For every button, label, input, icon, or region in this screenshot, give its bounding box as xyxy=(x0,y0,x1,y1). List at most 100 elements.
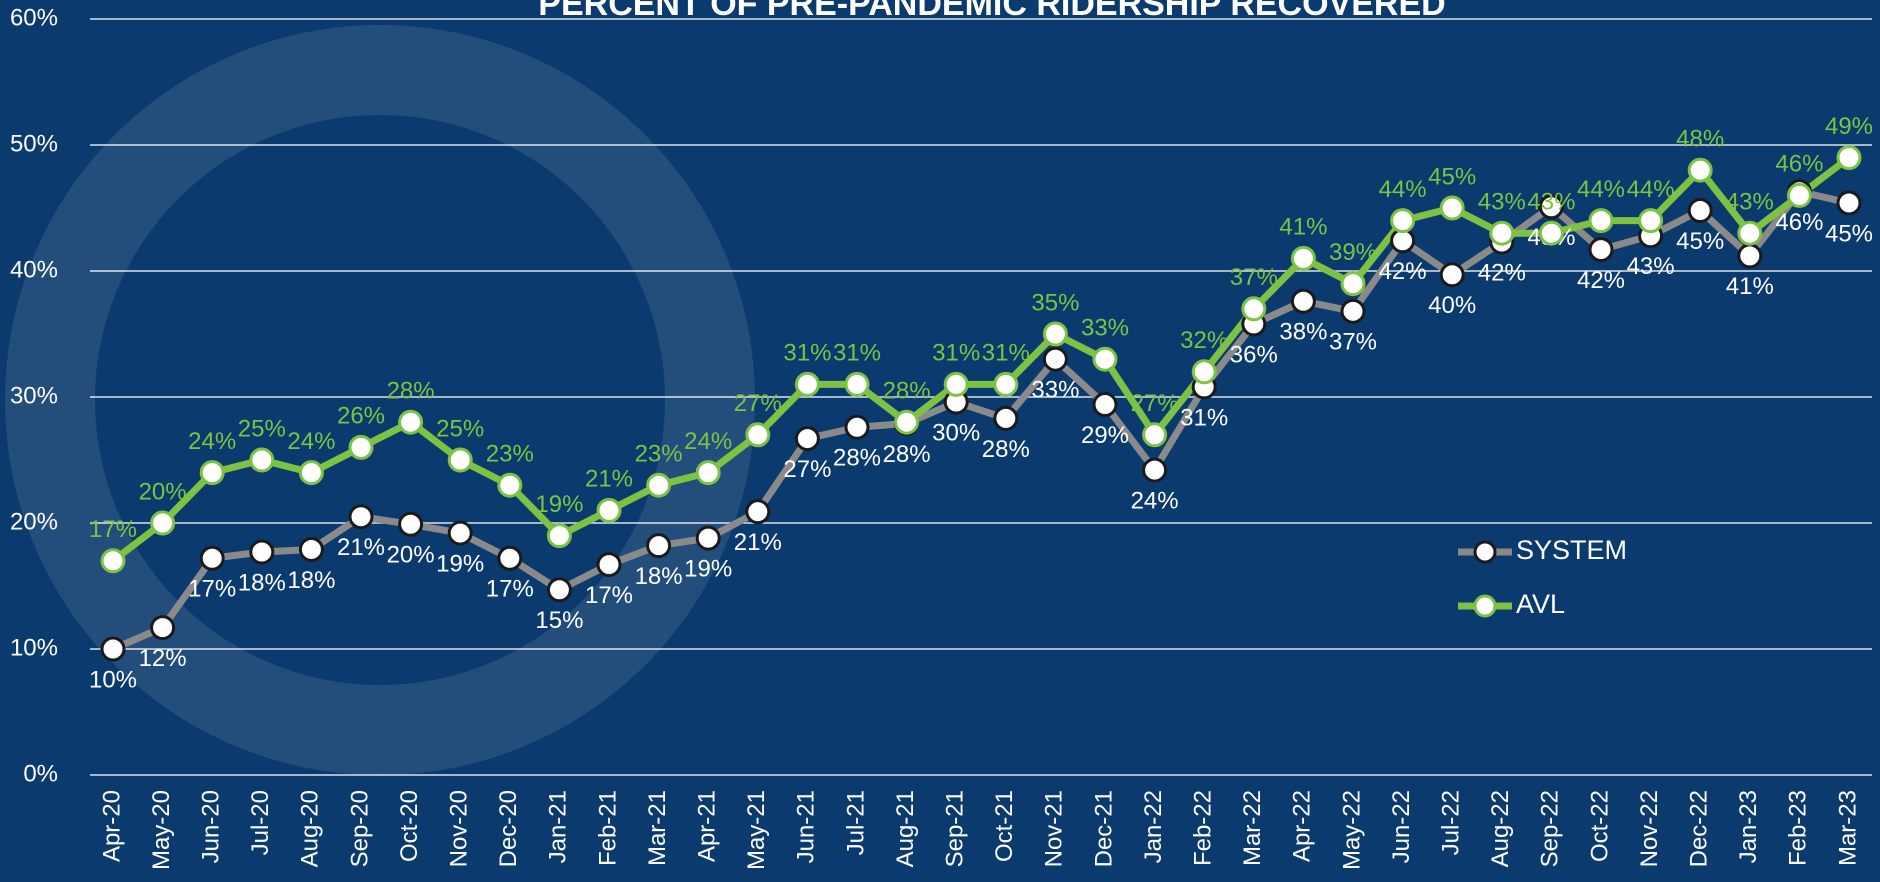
data-label: 32% xyxy=(1180,327,1228,354)
data-label: 19% xyxy=(684,555,732,582)
data-label: 31% xyxy=(833,340,881,367)
data-label: 10% xyxy=(89,666,137,693)
data-label: 24% xyxy=(684,428,732,455)
data-label: 45% xyxy=(1825,220,1873,247)
data-point xyxy=(1292,247,1314,269)
data-label: 28% xyxy=(883,378,931,405)
data-label: 30% xyxy=(932,419,980,446)
data-point xyxy=(796,428,818,450)
data-label: 29% xyxy=(1081,422,1129,449)
x-tick-label: Apr-20 xyxy=(98,790,125,862)
x-tick-label: Jul-22 xyxy=(1438,790,1465,855)
data-point xyxy=(1243,298,1265,320)
data-label: 33% xyxy=(1031,377,1079,404)
data-point xyxy=(1392,210,1414,232)
data-point xyxy=(846,416,868,438)
x-tick-label: Sep-20 xyxy=(346,790,373,867)
x-tick-label: Feb-21 xyxy=(594,790,621,866)
x-tick-label: Apr-22 xyxy=(1289,790,1316,862)
data-label: 17% xyxy=(486,576,534,603)
data-label: 49% xyxy=(1825,113,1873,140)
y-tick-label: 30% xyxy=(10,382,58,409)
x-tick-label: Jun-22 xyxy=(1388,790,1415,863)
data-point xyxy=(449,522,471,544)
data-point xyxy=(1540,222,1562,244)
data-point xyxy=(1590,210,1612,232)
data-label: 27% xyxy=(1131,390,1179,417)
data-point xyxy=(350,506,372,528)
x-tick-label: Jul-20 xyxy=(247,790,274,855)
data-label: 35% xyxy=(1031,289,1079,316)
x-tick-label: Jan-22 xyxy=(1140,790,1167,863)
data-label: 42% xyxy=(1577,267,1625,294)
data-point xyxy=(1739,222,1761,244)
legend-label: AVL xyxy=(1516,589,1565,619)
data-label: 44% xyxy=(1577,176,1625,203)
data-point xyxy=(697,462,719,484)
data-label: 36% xyxy=(1230,341,1278,368)
x-tick-label: Sep-22 xyxy=(1537,790,1564,867)
data-label: 17% xyxy=(188,576,236,603)
data-point xyxy=(1144,424,1166,446)
x-tick-label: Apr-21 xyxy=(694,790,721,862)
data-label: 21% xyxy=(734,529,782,556)
data-point xyxy=(251,449,273,471)
data-point xyxy=(1193,361,1215,383)
data-point xyxy=(1094,394,1116,416)
data-label: 18% xyxy=(287,567,335,594)
data-point xyxy=(548,579,570,601)
data-label: 43% xyxy=(1478,189,1526,216)
x-tick-label: Jul-21 xyxy=(842,790,869,855)
data-point xyxy=(648,535,670,557)
data-label: 42% xyxy=(1478,259,1526,286)
data-label: 37% xyxy=(1230,264,1278,291)
data-label: 27% xyxy=(734,390,782,417)
x-tick-label: Oct-20 xyxy=(396,790,423,862)
data-point xyxy=(499,547,521,569)
data-label: 19% xyxy=(436,550,484,577)
chart: PERCENT OF PRE-PANDEMIC RIDERSHIP RECOVE… xyxy=(0,0,1880,882)
data-label: 20% xyxy=(387,542,435,569)
y-tick-label: 50% xyxy=(10,130,58,157)
data-point xyxy=(152,512,174,534)
y-tick-label: 20% xyxy=(10,508,58,535)
data-label: 31% xyxy=(932,340,980,367)
x-tick-label: Oct-22 xyxy=(1586,790,1613,862)
x-tick-label: Aug-20 xyxy=(297,790,324,867)
data-point xyxy=(201,547,223,569)
data-label: 27% xyxy=(783,456,831,483)
x-tick-label: Dec-22 xyxy=(1686,790,1713,867)
data-label: 31% xyxy=(1180,404,1228,431)
x-tick-label: Feb-23 xyxy=(1785,790,1812,866)
data-point xyxy=(796,373,818,395)
data-label: 42% xyxy=(1379,258,1427,285)
data-point xyxy=(102,638,124,660)
legend-label: SYSTEM xyxy=(1516,535,1627,565)
data-point xyxy=(400,411,422,433)
x-tick-label: Jun-20 xyxy=(198,790,225,863)
x-tick-label: Aug-21 xyxy=(892,790,919,867)
y-tick-label: 40% xyxy=(10,256,58,283)
x-tick-label: Aug-22 xyxy=(1487,790,1514,867)
data-label: 44% xyxy=(1379,176,1427,203)
data-label: 31% xyxy=(783,340,831,367)
data-point xyxy=(1838,147,1860,169)
data-point xyxy=(1441,264,1463,286)
x-tick-label: Mar-21 xyxy=(644,790,671,866)
x-tick-label: Nov-20 xyxy=(446,790,473,867)
data-label: 28% xyxy=(982,436,1030,463)
data-point xyxy=(1838,192,1860,214)
data-point xyxy=(945,373,967,395)
data-point xyxy=(1640,210,1662,232)
data-label: 19% xyxy=(535,491,583,518)
data-point xyxy=(548,525,570,547)
data-label: 43% xyxy=(1527,189,1575,216)
data-point xyxy=(598,554,620,576)
y-tick-label: 10% xyxy=(10,634,58,661)
data-label: 28% xyxy=(883,441,931,468)
data-point xyxy=(1044,348,1066,370)
data-label: 28% xyxy=(387,378,435,405)
data-label: 43% xyxy=(1726,189,1774,216)
data-point xyxy=(1044,323,1066,345)
data-point xyxy=(995,407,1017,429)
